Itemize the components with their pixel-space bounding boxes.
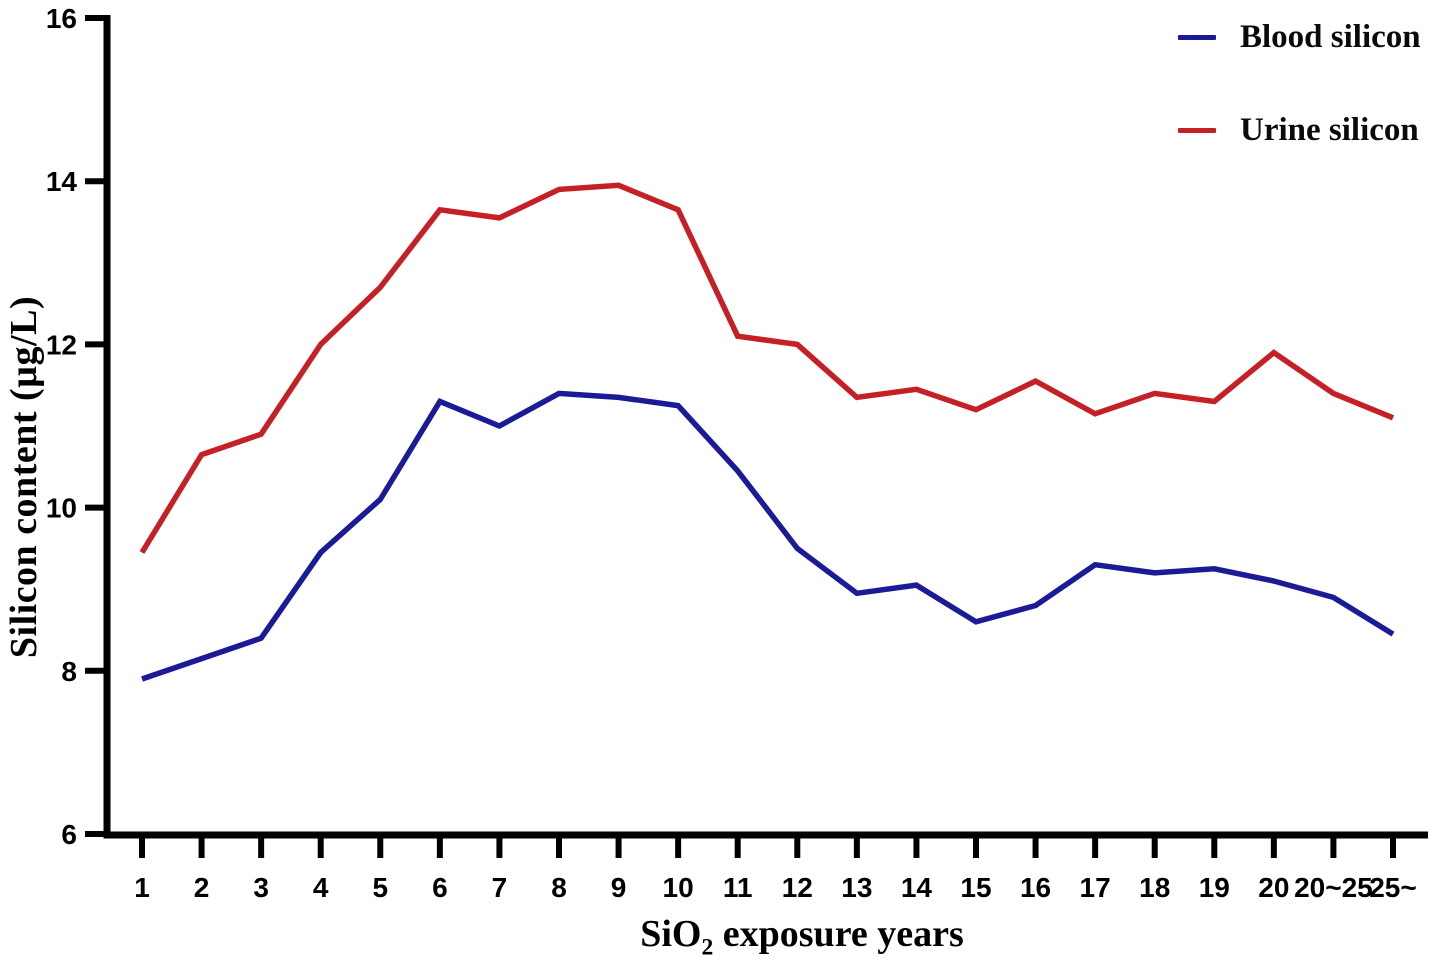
x-axis-tick-label: 10 xyxy=(663,872,694,903)
legend-line-urine-silicon-icon xyxy=(1178,127,1216,133)
x-axis-tick-label: 20~25 xyxy=(1294,872,1373,903)
x-axis-title-main: SiO xyxy=(640,913,702,955)
x-axis-tick-label: 14 xyxy=(901,872,933,903)
legend-line-blood-silicon-icon xyxy=(1178,34,1216,40)
y-axis-tick-label: 8 xyxy=(61,656,77,687)
series-line-blood-silicon xyxy=(141,390,1395,682)
x-axis-tick-label: 9 xyxy=(611,872,627,903)
y-axis-tick-label: 14 xyxy=(46,166,78,197)
x-axis-title-rest: exposure years xyxy=(713,913,964,955)
x-axis-tick-label: 17 xyxy=(1080,872,1111,903)
x-axis-tick-label: 19 xyxy=(1199,872,1230,903)
y-axis-title: Silicon content (µg/L) xyxy=(3,295,45,659)
x-axis-title-subscript: 2 xyxy=(701,934,714,961)
legend: Blood silicon Urine silicon xyxy=(1178,14,1421,200)
legend-label-urine-silicon: Urine silicon xyxy=(1240,111,1419,148)
x-axis-tick-label: 16 xyxy=(1020,872,1051,903)
x-axis-tick-label: 11 xyxy=(723,872,753,903)
y-axis-tick-label: 12 xyxy=(46,329,77,360)
y-axis-tick-label: 10 xyxy=(46,493,77,524)
x-axis-tick-label: 20 xyxy=(1258,872,1289,903)
x-axis-tick-label: 8 xyxy=(551,872,567,903)
x-axis-tick-label: 15 xyxy=(960,872,991,903)
y-axis-tick-label: 6 xyxy=(61,819,77,850)
x-axis-tick-label: 4 xyxy=(313,872,329,903)
x-axis-tick-label: 7 xyxy=(492,872,508,903)
x-axis-tick-label: 18 xyxy=(1139,872,1170,903)
legend-item-urine-silicon: Urine silicon xyxy=(1178,107,1421,153)
x-axis-title: SiO2 exposure years xyxy=(640,912,964,959)
x-axis-tick-label: 25~ xyxy=(1369,872,1417,903)
x-axis-tick-label: 5 xyxy=(372,872,388,903)
y-axis-tick-label: 16 xyxy=(46,3,77,34)
x-axis-tick-label: 12 xyxy=(782,872,813,903)
x-axis-tick-label: 6 xyxy=(432,872,448,903)
x-axis-tick-label: 13 xyxy=(841,872,872,903)
x-axis-tick-label: 1 xyxy=(134,872,150,903)
series-line-urine-silicon xyxy=(139,182,1395,554)
x-axis-tick-label: 3 xyxy=(253,872,269,903)
legend-item-blood-silicon: Blood silicon xyxy=(1178,14,1421,60)
legend-label-blood-silicon: Blood silicon xyxy=(1240,18,1421,55)
x-axis-tick-label: 2 xyxy=(194,872,210,903)
